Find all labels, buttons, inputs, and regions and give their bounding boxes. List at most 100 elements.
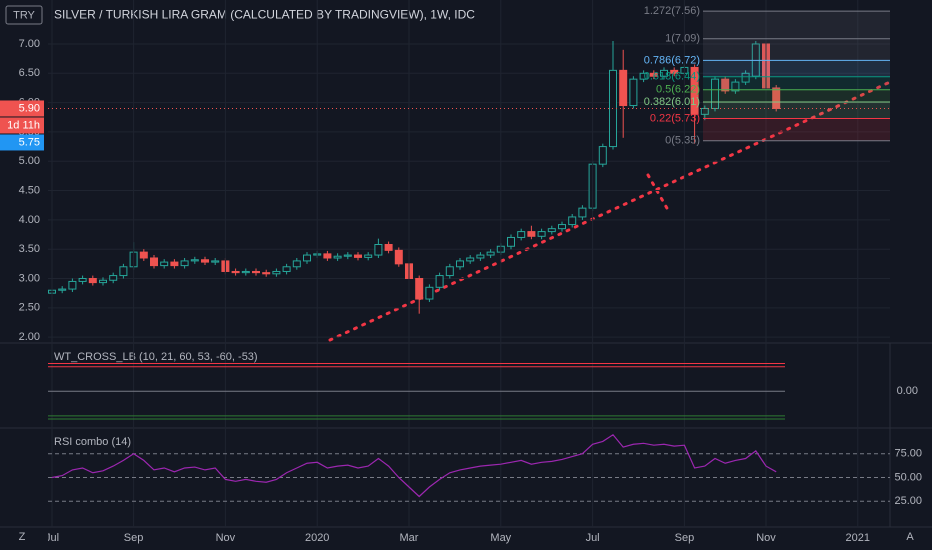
- candle-body: [456, 260, 464, 268]
- candle-body: [476, 254, 485, 259]
- candle-body: [527, 231, 536, 237]
- fib-zone: [703, 89, 890, 103]
- candle-body: [99, 279, 107, 284]
- price-label: 5.75: [19, 136, 40, 148]
- rsi-line: [51, 433, 777, 498]
- price-badge: [0, 100, 44, 117]
- candle-body: [568, 216, 577, 226]
- x-tick-label: May: [490, 532, 511, 544]
- candle-body: [323, 253, 332, 259]
- fib-label: 0.382(6.01): [644, 96, 700, 108]
- chart-title: SILVER / TURKISH LIRA GRAM (CALCULATED B…: [54, 8, 475, 22]
- price-badge: [0, 134, 44, 151]
- fib-zone: [703, 102, 890, 119]
- rsi-title: RSI combo (14): [54, 436, 131, 448]
- y-tick-label: 3.00: [19, 272, 40, 284]
- y-tick-label: 6.50: [19, 67, 40, 79]
- y2-tick-label: 25.00: [894, 495, 922, 507]
- scale-button[interactable]: Z: [19, 531, 26, 543]
- candle-body: [425, 286, 434, 300]
- candle-body: [272, 270, 281, 275]
- candle-body: [466, 257, 475, 262]
- candle-body: [629, 78, 638, 107]
- candle-body: [262, 272, 271, 275]
- candle-body: [639, 72, 648, 80]
- fib-label: 0.618(6.44): [644, 71, 700, 83]
- currency-badge[interactable]: [5, 5, 43, 25]
- fib-zone: [703, 11, 890, 39]
- countdown-badge: [0, 117, 44, 134]
- x-tick-label: Mar: [400, 532, 419, 544]
- countdown: 1d 11h: [7, 119, 40, 131]
- candle-body: [711, 78, 719, 109]
- candle-body: [660, 69, 668, 77]
- y-tick-label: 5.00: [19, 155, 40, 167]
- trend-line: [328, 80, 890, 342]
- candle-body: [333, 255, 342, 259]
- candle-body: [241, 270, 250, 274]
- candle-body: [721, 78, 730, 92]
- fib-zone: [703, 76, 890, 90]
- candle-body: [670, 69, 679, 74]
- x-tick-label: 2021: [846, 532, 870, 544]
- candle-body: [619, 69, 628, 107]
- x-tick-label: Nov: [756, 532, 776, 544]
- candle-body: [292, 260, 301, 268]
- candle-body: [211, 260, 220, 263]
- candle-body: [394, 249, 403, 265]
- y-tick-label: 4.50: [19, 184, 40, 196]
- candle-body: [231, 270, 240, 274]
- currency[interactable]: TRY: [13, 9, 35, 21]
- candle-body: [180, 260, 189, 267]
- x-tick-label: Jul: [586, 532, 600, 544]
- candle-body: [201, 259, 209, 263]
- fib-label: 0.22(5.73): [650, 112, 700, 124]
- y-tick-label: 2.50: [19, 302, 40, 314]
- candle-body: [364, 254, 373, 258]
- fib-label: 1(7.09): [665, 33, 700, 45]
- candle-body: [731, 81, 740, 92]
- candle-body: [170, 261, 179, 267]
- candle-body: [547, 228, 556, 233]
- fib-label: 1.272(7.56): [644, 5, 700, 17]
- y-tick-label: 3.50: [19, 243, 40, 255]
- candle-body: [252, 270, 260, 274]
- y-tick-label: 7.00: [19, 38, 40, 50]
- x-tick-label: Jul: [45, 532, 59, 544]
- candle-body: [150, 257, 158, 267]
- candle-body: [507, 236, 515, 247]
- candle-body: [486, 251, 495, 256]
- candle-body: [58, 288, 67, 291]
- fib-zone: [703, 60, 890, 77]
- y2-tick-label: 50.00: [894, 471, 922, 483]
- candle-body: [649, 72, 658, 77]
- candle-body: [343, 254, 352, 257]
- candle-body: [578, 207, 587, 218]
- candle-body: [109, 275, 118, 281]
- candle-body: [190, 259, 199, 262]
- trend-line: [646, 173, 670, 212]
- candle-body: [690, 66, 699, 115]
- candle-body: [354, 254, 362, 258]
- fib-zone: [703, 38, 890, 61]
- y-tick-label: 2.00: [19, 331, 40, 343]
- candle-body: [741, 72, 750, 83]
- candle-body: [598, 146, 607, 165]
- y-tick-label: 4.00: [19, 214, 40, 226]
- fib-label: 0.786(6.72): [644, 54, 700, 66]
- fib-zone: [703, 118, 890, 141]
- candle-body: [160, 261, 169, 267]
- candle-body: [537, 231, 546, 237]
- wt-title: WT_CROSS_LB (10, 21, 60, 53, -60, -53): [54, 351, 258, 363]
- price-label: 5.90: [19, 102, 40, 114]
- candle-body: [445, 266, 454, 277]
- candle-body: [78, 278, 87, 282]
- candle-body: [119, 266, 128, 277]
- candle-body: [517, 231, 526, 238]
- candle-body: [558, 224, 566, 230]
- scale-button[interactable]: A: [906, 531, 914, 543]
- candle-body: [374, 243, 383, 256]
- candle-body: [68, 280, 77, 290]
